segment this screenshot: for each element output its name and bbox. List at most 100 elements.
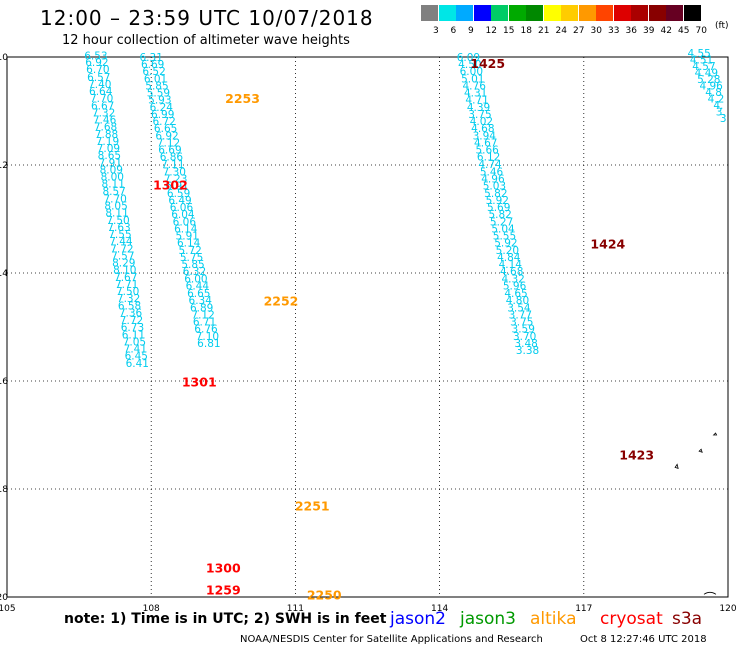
- wave-height-value: 6.00: [460, 66, 483, 78]
- wave-height-value: 4.67: [474, 138, 497, 150]
- legend-swatch: [491, 5, 508, 21]
- time-label: 2252: [264, 293, 299, 308]
- wave-height-value: 4.49: [695, 67, 718, 79]
- island-outline: [698, 448, 703, 453]
- wave-height-value: 6.12: [477, 152, 500, 164]
- legend-swatch: [421, 5, 438, 21]
- wave-height-value: 5.75: [180, 252, 203, 264]
- island-outline: [712, 432, 718, 436]
- wave-height-value: 5.28: [697, 74, 720, 86]
- wave-height-value: 6.14: [174, 224, 198, 236]
- wave-height-value: 6.91: [165, 180, 188, 192]
- legend-unit: (ft): [715, 21, 729, 31]
- wave-height-value: 4.2: [708, 93, 725, 105]
- wave-height-value: 7.10: [196, 331, 219, 343]
- time-label: 1424: [590, 237, 625, 252]
- color-legend: 3 6 9 12 15 18 21 24 27 30 33 36 39 42 45 70: [421, 5, 740, 36]
- wave-height-value: 6.89: [190, 302, 213, 314]
- wave-height-value: 8.09: [100, 165, 123, 177]
- wave-height-value: 3.59: [512, 323, 535, 335]
- y-tick-label: -18: [0, 485, 8, 495]
- legend-tick: 45: [678, 26, 690, 36]
- wave-height-value: 4.8: [705, 87, 722, 99]
- wave-height-value: 5.85: [181, 259, 204, 271]
- wave-height-value: 6.24: [150, 102, 174, 114]
- wave-height-value: 7.46: [93, 114, 117, 126]
- wave-height-value: 6.92: [155, 131, 178, 143]
- wave-height-value: 7.09: [97, 143, 120, 155]
- wave-height-value: 7.41: [124, 343, 147, 355]
- wave-height-value: 5.59: [147, 87, 170, 99]
- wave-height-value: 4.51: [690, 54, 713, 66]
- legend-tick: 21: [538, 26, 550, 36]
- legend-tick: 70: [695, 26, 707, 36]
- legend-tick: 24: [555, 26, 567, 36]
- wave-height-value: 6.67: [91, 100, 114, 112]
- wave-height-value: 6.92: [85, 57, 108, 69]
- wave-height-value: 6.01: [144, 73, 167, 85]
- wave-height-value: 6.99: [151, 109, 174, 121]
- wave-height-value: 4.71: [465, 94, 488, 106]
- wave-height-value: 7.12: [157, 138, 180, 150]
- wave-height-value: 7.67: [114, 272, 137, 284]
- wave-height-value: 7.63: [107, 222, 130, 234]
- wave-height-value: 5.85: [145, 80, 168, 92]
- x-tick-label: 111: [287, 604, 304, 614]
- wave-height-value: 7.50: [116, 286, 139, 298]
- wave-height-value: 6.58: [118, 301, 141, 313]
- wave-height-value: 6.59: [167, 188, 190, 200]
- wave-height-value: 4.96: [699, 80, 723, 92]
- wave-height-value: 8.11: [105, 207, 128, 219]
- legend-swatch: [596, 5, 613, 21]
- wave-height-value: 6.73: [121, 322, 144, 334]
- y-tick-label: -20: [0, 593, 8, 603]
- time-label: 2250: [307, 588, 342, 603]
- wave-height-value: 6.41: [126, 358, 149, 370]
- wave-height-value: 7.44: [109, 236, 133, 248]
- wave-height-value: 8.11: [102, 179, 125, 191]
- wave-height-value: 5.27: [490, 216, 513, 228]
- y-tick-label: -16: [0, 377, 8, 387]
- wave-height-value: 7.36: [119, 308, 143, 320]
- time-label: 1302: [153, 177, 188, 192]
- satellite-label-cryosat: cryosat: [600, 609, 663, 629]
- legend-tick: 36: [625, 26, 637, 36]
- wave-height-value: 3.54: [507, 302, 531, 314]
- wave-height-value: 6.00: [184, 274, 207, 286]
- wave-height-value: 4.74: [478, 159, 502, 171]
- wave-height-value: 5.82: [488, 209, 511, 221]
- wave-height-value: 7.23: [164, 173, 187, 185]
- wave-height-value: 3: [720, 113, 727, 125]
- time-label: 1423: [619, 447, 654, 462]
- wave-height-value: 4.14: [499, 259, 523, 271]
- wave-height-value: 7.55: [108, 229, 131, 241]
- legend-swatch: [543, 5, 561, 21]
- wave-height-value: 4.80: [506, 295, 529, 307]
- wave-height-value: 7.19: [96, 136, 119, 148]
- x-tick-label: 105: [0, 604, 16, 614]
- x-tick-label: 117: [575, 604, 592, 614]
- wave-height-value: 4.: [713, 100, 723, 112]
- wave-height-value: 7.72: [110, 243, 133, 255]
- wave-height-value: 6.31: [140, 52, 163, 64]
- wave-height-value: 5.20: [496, 245, 519, 257]
- legend-tick: 39: [643, 26, 655, 36]
- legend-swatch: [578, 5, 596, 21]
- wave-height-value: 7.57: [111, 251, 134, 263]
- legend-swatch: [473, 5, 491, 21]
- legend-tick: 18: [520, 26, 532, 36]
- x-tick-label: 120: [719, 604, 736, 614]
- wave-height-value: 7.12: [191, 309, 214, 321]
- wave-height-value: 7.70: [90, 93, 113, 105]
- wave-height-value: 4.32: [501, 274, 524, 286]
- satellite-label-altika: altika: [530, 609, 577, 629]
- wave-height-value: 5.96: [503, 281, 527, 293]
- wave-height-value: 4.76: [463, 80, 487, 92]
- legend-tick: 30: [590, 26, 602, 36]
- wave-height-value: 4.02: [470, 116, 493, 128]
- wave-height-value: 6.81: [197, 338, 220, 350]
- legend-tick: 12: [485, 26, 497, 36]
- wave-height-value: 6.52: [142, 66, 165, 78]
- wave-height-value: 6.44: [186, 281, 210, 293]
- wave-height-value: 3.70: [513, 331, 536, 343]
